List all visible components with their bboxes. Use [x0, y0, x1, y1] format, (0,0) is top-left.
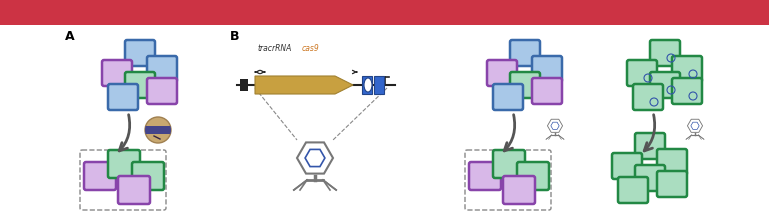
FancyBboxPatch shape [102, 60, 132, 86]
FancyBboxPatch shape [517, 162, 549, 190]
Bar [145, 126, 171, 134]
FancyBboxPatch shape [657, 171, 687, 197]
FancyBboxPatch shape [618, 177, 648, 203]
FancyBboxPatch shape [125, 72, 155, 98]
Text: cas9: cas9 [302, 44, 320, 53]
FancyBboxPatch shape [125, 40, 155, 66]
FancyBboxPatch shape [672, 78, 702, 104]
Bar [0, 0, 769, 25]
Bar [374, 76, 384, 94]
FancyBboxPatch shape [487, 60, 517, 86]
FancyBboxPatch shape [627, 60, 657, 86]
FancyBboxPatch shape [118, 176, 150, 204]
Bar [362, 76, 372, 94]
FancyBboxPatch shape [147, 78, 177, 104]
FancyBboxPatch shape [108, 84, 138, 110]
FancyBboxPatch shape [132, 162, 164, 190]
FancyBboxPatch shape [635, 165, 665, 191]
Text: tracrRNA: tracrRNA [258, 44, 292, 53]
FancyBboxPatch shape [84, 162, 116, 190]
FancyBboxPatch shape [672, 56, 702, 82]
FancyBboxPatch shape [532, 78, 562, 104]
FancyBboxPatch shape [147, 56, 177, 82]
FancyBboxPatch shape [493, 84, 523, 110]
Text: A: A [65, 30, 75, 43]
FancyBboxPatch shape [469, 162, 501, 190]
Ellipse shape [364, 78, 372, 92]
FancyBboxPatch shape [612, 153, 642, 179]
Text: B: B [230, 30, 239, 43]
FancyBboxPatch shape [650, 72, 680, 98]
FancyBboxPatch shape [657, 149, 687, 175]
FancyBboxPatch shape [503, 176, 535, 204]
FancyBboxPatch shape [510, 40, 540, 66]
FancyBboxPatch shape [493, 150, 525, 178]
Bar [240, 79, 248, 91]
FancyBboxPatch shape [108, 150, 140, 178]
FancyArrow shape [255, 76, 353, 94]
Circle shape [145, 117, 171, 143]
FancyBboxPatch shape [635, 133, 665, 159]
FancyBboxPatch shape [633, 84, 663, 110]
FancyBboxPatch shape [510, 72, 540, 98]
FancyBboxPatch shape [532, 56, 562, 82]
FancyBboxPatch shape [650, 40, 680, 66]
